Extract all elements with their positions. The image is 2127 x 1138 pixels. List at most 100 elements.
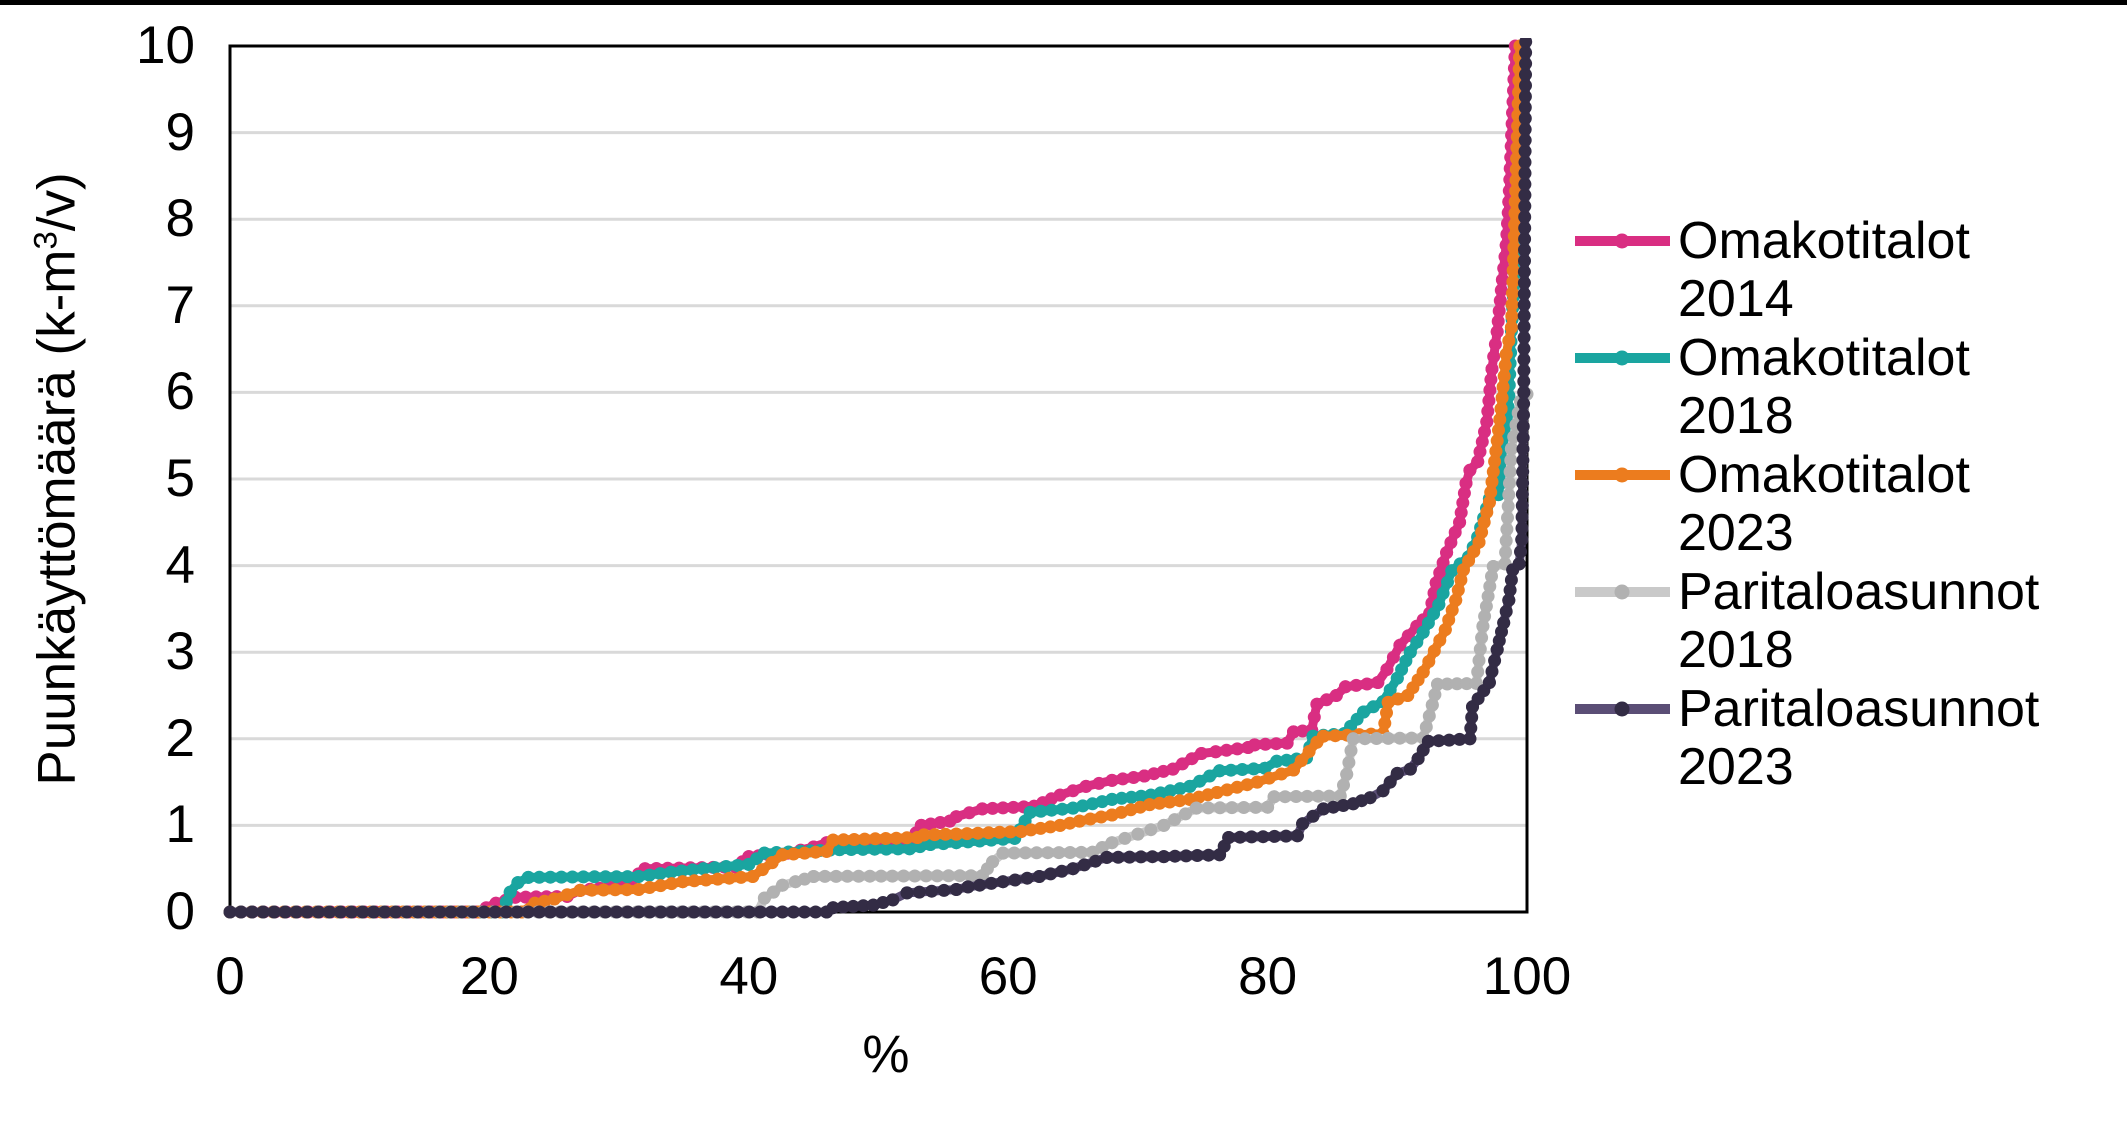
series-marker xyxy=(826,901,840,915)
series-marker xyxy=(620,883,634,897)
series-marker xyxy=(903,842,917,856)
series-marker xyxy=(1118,831,1132,845)
series-marker xyxy=(1444,536,1458,549)
series-marker xyxy=(846,899,860,913)
series-marker xyxy=(1489,444,1503,458)
series-marker xyxy=(1213,801,1227,815)
series-marker xyxy=(1493,294,1507,308)
series-marker xyxy=(1173,782,1187,796)
series-marker xyxy=(1316,729,1330,743)
series-marker xyxy=(1179,807,1192,821)
series-marker xyxy=(1505,298,1519,312)
legend-label: Paritaloasunnot 2018 xyxy=(1678,563,2039,679)
series-marker xyxy=(499,905,513,919)
series-marker xyxy=(1041,846,1055,860)
series-marker xyxy=(1481,404,1495,418)
series-marker xyxy=(1066,784,1080,798)
series-marker xyxy=(1475,631,1489,645)
series-marker xyxy=(1453,732,1467,746)
series-marker xyxy=(826,833,840,847)
series-marker xyxy=(1145,850,1159,864)
series-marker xyxy=(1449,593,1463,607)
series-marker xyxy=(1220,743,1233,757)
series-marker xyxy=(1157,818,1171,832)
series-marker xyxy=(643,905,657,919)
series-marker xyxy=(996,875,1010,889)
series-marker xyxy=(928,828,942,842)
series-marker xyxy=(1506,275,1520,289)
series-marker xyxy=(573,883,587,897)
series-marker xyxy=(937,883,951,897)
series-marker xyxy=(1516,453,1530,467)
series-marker xyxy=(986,801,1000,815)
series-marker xyxy=(1476,619,1490,633)
series-marker xyxy=(731,905,745,919)
series-marker xyxy=(510,905,524,919)
series-marker xyxy=(1328,729,1342,743)
series-marker xyxy=(1503,476,1516,490)
series-marker xyxy=(961,880,975,894)
series-marker xyxy=(543,905,557,919)
series-marker xyxy=(566,905,579,919)
series-marker xyxy=(1454,506,1468,520)
series-marker xyxy=(1195,747,1208,760)
series-marker xyxy=(1179,849,1193,863)
series-marker xyxy=(1442,733,1456,747)
series-marker xyxy=(1453,515,1467,529)
y-tick-label: 4 xyxy=(165,535,195,595)
series-marker xyxy=(1123,850,1137,864)
series-marker xyxy=(856,842,870,856)
series-marker xyxy=(1475,525,1489,539)
series-marker xyxy=(996,846,1010,860)
series-marker xyxy=(1517,364,1531,377)
series-marker xyxy=(1311,789,1325,803)
series-marker xyxy=(588,870,601,884)
series-marker xyxy=(1499,545,1513,559)
x-tick-label: 100 xyxy=(1482,947,1572,1006)
series-marker xyxy=(971,826,985,840)
series-marker xyxy=(1245,830,1259,844)
series-marker xyxy=(1491,314,1505,328)
series-marker xyxy=(1023,805,1037,819)
y-tick-label: 9 xyxy=(165,102,195,162)
series-marker xyxy=(1501,511,1514,525)
series-marker xyxy=(962,806,976,820)
series-marker xyxy=(1483,383,1497,397)
series-marker xyxy=(378,905,392,919)
series-marker xyxy=(1473,445,1487,459)
series-marker xyxy=(798,846,812,860)
series-marker xyxy=(643,881,657,894)
series-marker xyxy=(1440,546,1454,560)
series-marker xyxy=(1105,836,1119,850)
series-marker xyxy=(654,879,668,893)
series-marker xyxy=(466,905,480,919)
series-marker xyxy=(982,826,996,840)
series-group xyxy=(223,38,1534,919)
series-marker xyxy=(1358,732,1372,746)
series-marker xyxy=(755,863,769,877)
series-marker xyxy=(1478,609,1492,623)
series-marker xyxy=(1153,796,1167,810)
series-marker xyxy=(1163,795,1177,809)
series-marker xyxy=(1516,419,1530,433)
series-marker xyxy=(1302,745,1316,758)
series-marker xyxy=(1517,287,1531,301)
series-marker xyxy=(1306,809,1320,823)
series-marker xyxy=(1300,789,1314,803)
series-marker xyxy=(1433,566,1447,580)
series-marker xyxy=(1278,790,1292,804)
series-marker xyxy=(1515,499,1529,513)
series-marker xyxy=(686,863,700,877)
series-marker xyxy=(930,869,944,883)
legend-key-line xyxy=(1575,233,1670,249)
series-marker xyxy=(719,860,733,873)
legend-label: Omakotitalot 2014 xyxy=(1678,212,1970,328)
series-marker xyxy=(1383,775,1397,789)
series-marker xyxy=(1504,453,1518,467)
series-marker xyxy=(837,833,851,847)
legend-item-paritaloasunnot-2023: Paritaloasunnot 2023 xyxy=(1575,680,2127,796)
series-marker xyxy=(400,905,414,919)
series-marker xyxy=(1502,334,1516,348)
series-marker xyxy=(267,905,281,919)
